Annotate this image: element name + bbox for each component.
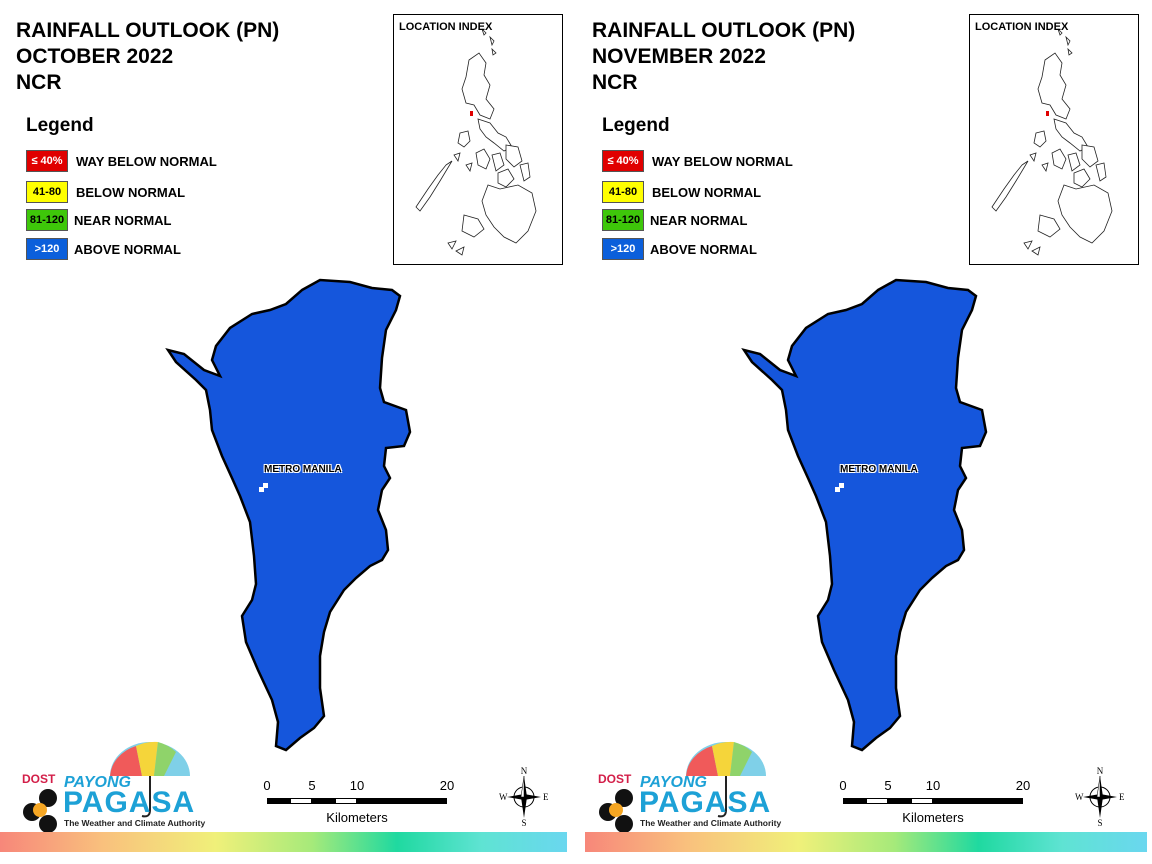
scale-tick: 5 [884,778,892,793]
compass-n: N [1097,766,1104,776]
legend-label: BELOW NORMAL [652,184,762,200]
scale-bar: 0 5 10 20 Kilometers [262,778,462,828]
ncr-marker [470,111,473,116]
compass-rose-icon: N S E W [499,766,549,827]
pagasa-tagline: The Weather and Climate Authority [640,818,782,828]
scale-tick: 10 [925,778,941,793]
title-block: RAINFALL OUTLOOK (PN) OCTOBER 2022 NCR [16,18,279,96]
map-region: NCR [592,71,638,94]
umbrella-icon [23,741,190,833]
metro-manila-marker [259,483,268,492]
pagasa-logo: DOST PAYONG PAGASA The Weather and Clima… [590,738,781,834]
title-block: RAINFALL OUTLOOK (PN) NOVEMBER 2022 NCR [592,18,855,96]
pagasa-text: PAGASA [63,786,196,819]
scale-tick: 0 [839,778,847,793]
scale-tick: 20 [1015,778,1031,793]
metro-manila-region [165,278,412,752]
compass-e: E [543,792,549,802]
map-month: OCTOBER 2022 [16,45,174,68]
ncr-rainfall-map [741,278,988,752]
legend-title: Legend [26,115,94,136]
philippines-index-map [991,28,1113,256]
payong-text: PAYONG [64,774,131,791]
location-index-title: LOCATION INDEX [399,21,493,33]
compass-w: W [499,792,508,802]
outlook-panel-november: RAINFALL OUTLOOK (PN) NOVEMBER 2022 NCR … [576,0,1152,864]
compass-s: S [521,818,526,827]
metro-manila-label: METRO MANILA [840,464,918,475]
umbrella-icon [599,741,766,833]
legend-item-way-below-normal: ≤ 40% WAY BELOW NORMAL [602,148,793,174]
legend-swatch: 81-120 [602,209,644,231]
compass-n: N [521,766,528,776]
legend-swatch: ≤ 40% [26,150,68,172]
scale-tick: 0 [263,778,271,793]
footer-color-strip [585,832,1147,852]
dost-text: DOST [598,772,632,786]
map-month: NOVEMBER 2022 [592,45,766,68]
payong-text: PAYONG [640,774,707,791]
legend-label: ABOVE NORMAL [74,241,181,257]
pagasa-text: PAGASA [639,786,772,819]
philippines-index-map [415,28,537,256]
legend-item-above-normal: >120 ABOVE NORMAL [26,236,181,262]
legend-item-near-normal: 81-120 NEAR NORMAL [26,207,172,233]
legend-label: BELOW NORMAL [76,184,186,200]
legend-label: WAY BELOW NORMAL [652,153,793,169]
pagasa-tagline: The Weather and Climate Authority [64,818,206,828]
legend-item-near-normal: 81-120 NEAR NORMAL [602,207,748,233]
legend-item-way-below-normal: ≤ 40% WAY BELOW NORMAL [26,148,217,174]
scale-bar: 0 5 10 20 Kilometers [838,778,1038,828]
metro-manila-marker [835,483,844,492]
legend-swatch: >120 [602,238,644,260]
legend-label: NEAR NORMAL [74,212,172,228]
map-title: RAINFALL OUTLOOK (PN) [592,19,856,42]
pagasa-logo: DOST PAYONG PAGASA The Weather and Clima… [14,738,205,834]
legend-item-below-normal: 41-80 BELOW NORMAL [26,179,185,205]
dost-text: DOST [22,772,56,786]
legend-swatch: 81-120 [26,209,68,231]
legend-label: WAY BELOW NORMAL [76,153,217,169]
location-index-title: LOCATION INDEX [975,21,1069,33]
compass-w: W [1075,792,1084,802]
scale-tick: 5 [308,778,316,793]
location-index-map: LOCATION INDEX [393,14,563,265]
legend-item-above-normal: >120 ABOVE NORMAL [602,236,757,262]
map-region: NCR [16,71,62,94]
ncr-rainfall-map [165,278,412,752]
legend-swatch: >120 [26,238,68,260]
map-title: RAINFALL OUTLOOK (PN) [16,19,280,42]
metro-manila-label: METRO MANILA [264,464,342,475]
legend-label: ABOVE NORMAL [650,241,757,257]
legend-swatch: 41-80 [26,181,68,203]
legend-label: NEAR NORMAL [650,212,748,228]
legend-item-below-normal: 41-80 BELOW NORMAL [602,179,761,205]
outlook-panel-october: RAINFALL OUTLOOK (PN) OCTOBER 2022 NCR L… [0,14,567,852]
legend-swatch: 41-80 [602,181,644,203]
scale-tick: 10 [349,778,365,793]
legend-swatch: ≤ 40% [602,150,644,172]
metro-manila-region [741,278,988,752]
compass-rose-icon: N S E W [1075,766,1125,827]
ncr-marker [1046,111,1049,116]
compass-e: E [1119,792,1125,802]
scale-units: Kilometers [326,810,388,825]
location-index-map: LOCATION INDEX [969,14,1139,265]
scale-tick: 20 [439,778,455,793]
compass-s: S [1097,818,1102,827]
legend-title: Legend [602,115,670,136]
scale-units: Kilometers [902,810,964,825]
footer-color-strip [0,832,567,852]
